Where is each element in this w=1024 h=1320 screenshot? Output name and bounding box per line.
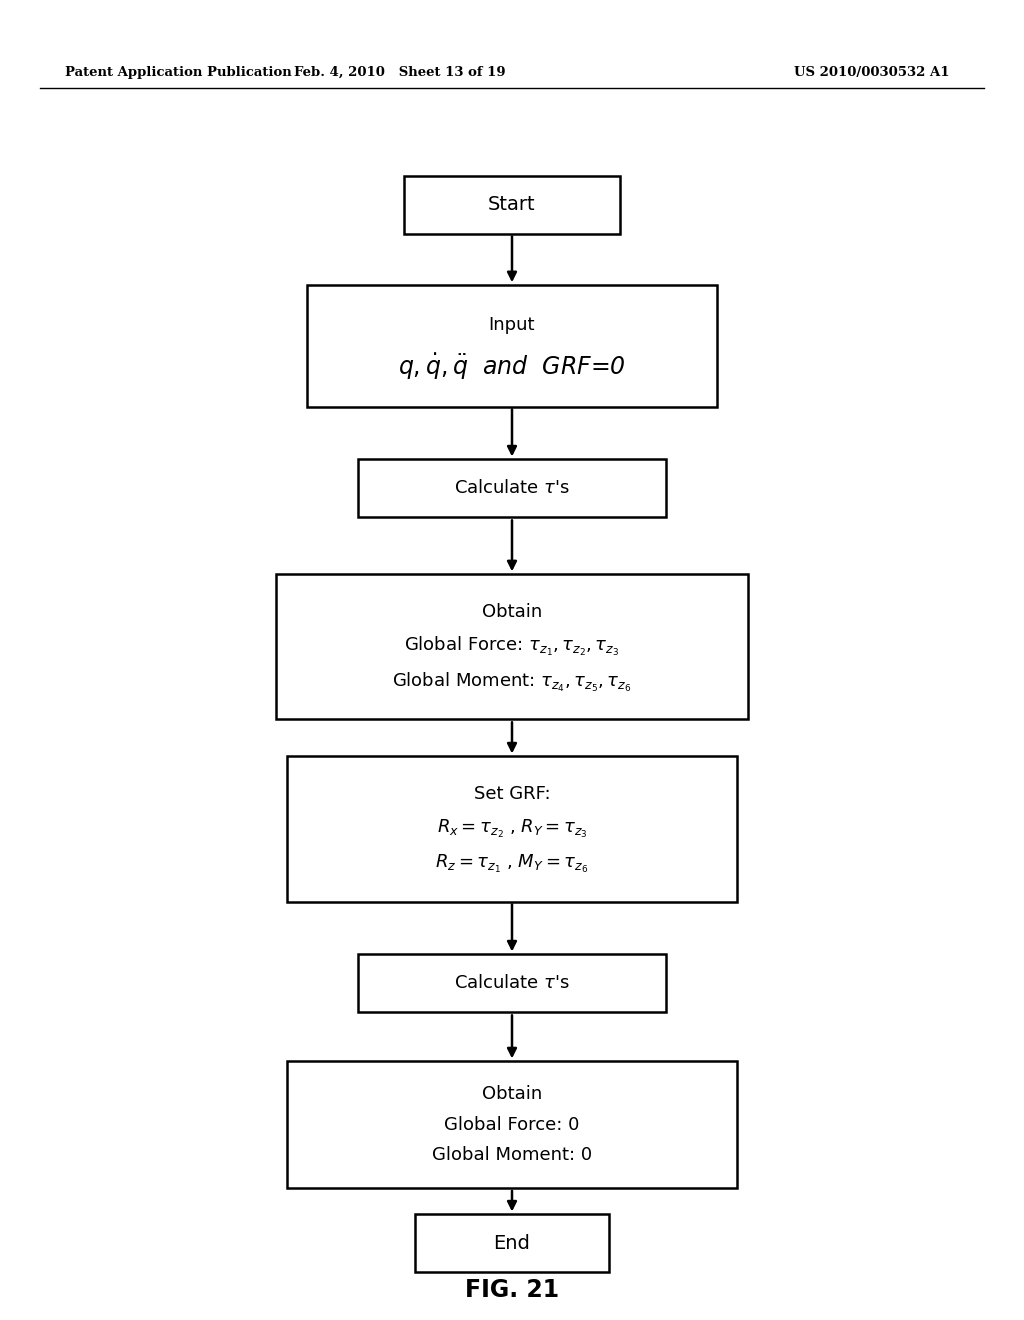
Text: Feb. 4, 2010   Sheet 13 of 19: Feb. 4, 2010 Sheet 13 of 19 — [294, 66, 506, 78]
Text: Input: Input — [488, 317, 536, 334]
Text: Obtain: Obtain — [482, 602, 542, 620]
Text: Patent Application Publication: Patent Application Publication — [65, 66, 292, 78]
Text: $R_x=\tau_{z_2}$ , $R_Y=\tau_{z_3}$: $R_x=\tau_{z_2}$ , $R_Y=\tau_{z_3}$ — [436, 818, 588, 840]
Bar — [287, 756, 737, 902]
Bar — [276, 574, 748, 719]
Text: US 2010/0030532 A1: US 2010/0030532 A1 — [795, 66, 950, 78]
Bar — [358, 459, 666, 517]
Text: Obtain: Obtain — [482, 1085, 542, 1104]
Text: FIG. 21: FIG. 21 — [465, 1278, 559, 1302]
Text: $q,\dot{q},\ddot{q}$  and  GRF=0: $q,\dot{q},\ddot{q}$ and GRF=0 — [398, 351, 626, 381]
Bar — [404, 176, 620, 234]
Bar — [287, 1061, 737, 1188]
Text: Global Force: 0: Global Force: 0 — [444, 1115, 580, 1134]
Text: Global Force: $\tau_{z_1},\tau_{z_2},\tau_{z_3}$: Global Force: $\tau_{z_1},\tau_{z_2},\ta… — [404, 635, 620, 659]
Text: Calculate $\tau$'s: Calculate $\tau$'s — [454, 479, 570, 498]
Text: $R_z=\tau_{z_1}$ , $M_Y=\tau_{z_6}$: $R_z=\tau_{z_1}$ , $M_Y=\tau_{z_6}$ — [435, 853, 589, 875]
Text: Calculate $\tau$'s: Calculate $\tau$'s — [454, 974, 570, 993]
Text: Start: Start — [488, 195, 536, 214]
Text: Global Moment: $\tau_{z_4},\tau_{z_5},\tau_{z_6}$: Global Moment: $\tau_{z_4},\tau_{z_5},\t… — [392, 671, 632, 693]
Bar — [307, 285, 717, 407]
Text: End: End — [494, 1234, 530, 1253]
Bar — [358, 954, 666, 1012]
Bar — [415, 1214, 609, 1272]
Text: Global Moment: 0: Global Moment: 0 — [432, 1146, 592, 1164]
Text: Set GRF:: Set GRF: — [474, 784, 550, 803]
